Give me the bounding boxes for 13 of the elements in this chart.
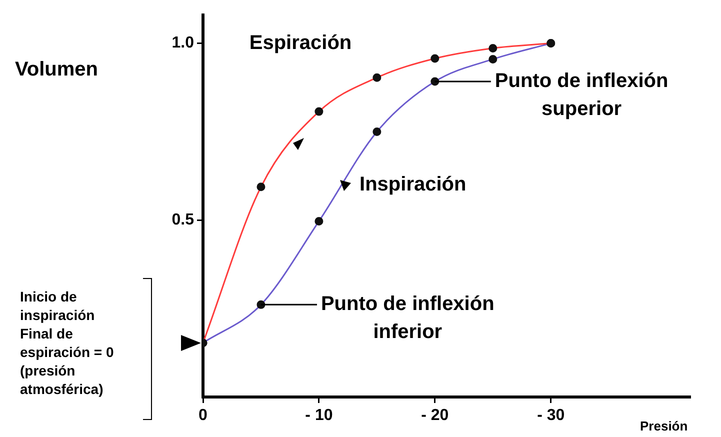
y-axis-title: Volumen [15,58,98,81]
series-label: Inspiración [360,173,466,196]
series-label: Espiración [249,32,352,54]
y-tick-label: 0.5 [172,212,194,229]
text: Inicio de inspiración Final de espiración = 0 (presión atmosférica) [20,288,114,398]
x-tick-label: 0 [198,407,208,424]
x-tick-label: - 10 [305,407,333,424]
y-tick-label: 1.0 [172,34,194,52]
x-axis-title: Presión [640,418,688,434]
annotation: Punto de inflexión inferior [320,293,494,344]
x-tick-label: - 30 [537,407,565,424]
x-tick-label: - 20 [421,407,449,424]
annotation: Punto de inflexión superior [494,70,668,120]
